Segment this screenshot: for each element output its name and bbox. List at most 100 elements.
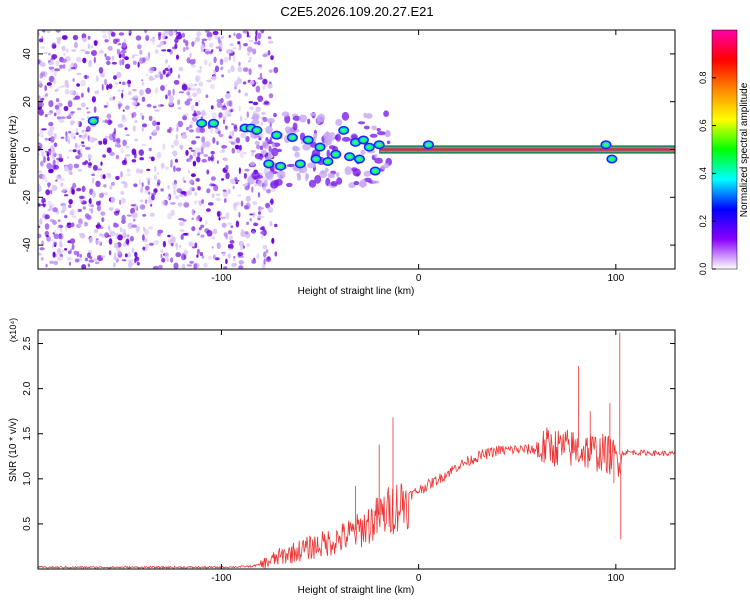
noise-speckle [68,204,72,208]
noise-speckle [185,126,190,131]
noise-speckle [117,100,122,105]
noise-speckle [225,172,230,180]
noise-speckle [53,133,57,139]
noise-speckle [58,235,63,239]
noise-speckle [216,210,222,217]
y-tick-label: 2.0 [22,381,33,395]
noise-speckle [38,38,44,43]
noise-speckle [363,170,372,177]
noise-speckle [40,46,45,49]
spectrogram-xlabel: Height of straight line (km) [298,286,415,297]
noise-speckle [183,202,190,208]
noise-speckle [188,159,193,163]
noise-speckle [115,176,120,180]
noise-speckle [196,156,201,163]
noise-speckle [270,187,276,193]
noise-speckle [185,46,189,51]
noise-speckle [195,126,202,134]
noise-speckle [196,254,199,258]
noise-speckle [92,191,96,198]
noise-speckle [371,180,380,184]
noise-speckle [225,164,229,171]
noise-speckle [177,202,183,207]
noise-speckle [68,250,72,255]
noise-speckle [196,69,203,74]
noise-speckle [233,206,238,211]
noise-speckle [120,147,124,154]
noise-speckle [174,195,180,200]
scintillation-blob-core [254,128,260,132]
noise-speckle [232,47,236,50]
scintillation-blob-core [361,138,366,142]
noise-speckle [224,198,227,203]
noise-speckle [222,115,225,120]
noise-speckle [156,121,161,126]
noise-speckle [136,261,140,266]
noise-speckle [183,38,186,44]
noise-speckle [149,212,155,217]
noise-speckle [68,149,73,152]
noise-speckle [229,43,234,47]
noise-speckle [143,228,150,236]
noise-speckle [179,229,185,232]
noise-speckle [258,136,264,139]
noise-speckle [197,152,201,157]
noise-speckle [44,137,49,141]
noise-speckle [95,238,99,241]
noise-speckle [302,143,311,151]
noise-speckle [53,152,57,158]
noise-speckle [212,228,218,235]
noise-speckle [133,54,139,57]
noise-speckle [61,58,67,63]
noise-speckle [292,146,301,152]
noise-speckle [75,132,79,136]
noise-speckle [255,106,261,112]
colorbar-tick-label: 0.6 [698,119,708,132]
noise-speckle [56,174,59,181]
noise-speckle [200,234,205,238]
noise-speckle [216,101,223,108]
noise-speckle [169,202,176,205]
noise-speckle [59,242,63,248]
noise-speckle [173,79,180,85]
noise-speckle [106,147,112,154]
noise-speckle [330,181,338,187]
noise-speckle [174,38,179,44]
noise-speckle [69,210,74,216]
noise-speckle [98,67,104,74]
noise-speckle [69,90,75,96]
noise-speckle [111,55,115,61]
noise-speckle [177,106,182,110]
noise-speckle [88,199,91,203]
noise-speckle [351,134,358,139]
noise-speckle [68,67,71,72]
noise-speckle [207,36,212,41]
noise-speckle [122,228,127,236]
noise-speckle [67,240,71,244]
y-tick-label: 20 [22,96,33,108]
noise-speckle [262,117,268,122]
noise-speckle [262,229,267,236]
noise-speckle [259,145,263,151]
noise-speckle [236,77,243,85]
noise-speckle [124,127,128,131]
noise-speckle [48,100,54,108]
noise-speckle [251,119,260,125]
noise-speckle [165,73,169,78]
noise-speckle [205,94,209,98]
snr-ylabel: SNR (10 * v/v) [8,418,19,482]
noise-speckle [231,130,235,137]
noise-speckle [139,157,144,161]
noise-speckle [120,49,127,54]
noise-speckle [225,125,228,130]
noise-speckle [49,204,53,211]
noise-speckle [221,178,225,181]
noise-speckle [167,212,173,220]
noise-speckle [137,44,142,50]
noise-speckle [57,247,62,255]
noise-speckle [108,225,111,231]
noise-speckle [104,192,108,196]
noise-speckle [44,230,49,236]
noise-speckle [125,145,130,149]
noise-speckle [231,123,235,126]
